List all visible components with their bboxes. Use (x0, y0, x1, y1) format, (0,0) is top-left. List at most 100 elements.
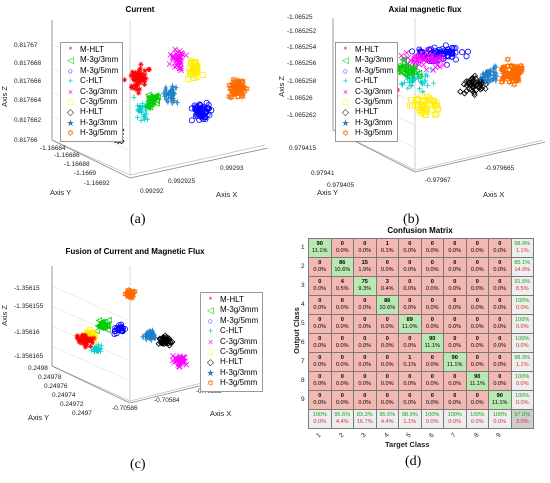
cm-cell: 0 0.0% (465, 257, 489, 277)
y-tick-label: 0.979415 (289, 145, 317, 152)
z-tick-label: -1.356155 (14, 303, 44, 310)
col-class-label: 6 (427, 431, 436, 440)
cm-cell-percent: 0.0% (448, 400, 462, 406)
legend-marker-icon: ◁ (207, 305, 214, 316)
cm-cell: 90 11.1% (488, 390, 512, 410)
y-tick-label: -1.16692 (84, 180, 110, 187)
cm-cell: 0 0.0% (375, 390, 399, 410)
y-tick-label: 0.24972 (60, 401, 84, 408)
cm-cell-value: 83.3% (356, 412, 373, 418)
legend-entry: ✡ H-3g/5mm (339, 128, 393, 138)
cm-cell-value: 0 (453, 298, 457, 304)
cm-cell: 0 0.0% (465, 314, 489, 334)
cm-cell-percent: 0.0% (358, 362, 372, 368)
legend-entry: × C-3g/3mm (204, 337, 258, 347)
caption-b: (b) (403, 212, 420, 227)
legend-marker-icon: + (67, 76, 74, 87)
cm-cell-value: 0 (498, 374, 502, 380)
legend-entry: ○ M-3g/5mm (204, 316, 258, 326)
cm-cell-value: 100% (515, 336, 530, 342)
legend-label: H-3g/3mm (80, 117, 118, 127)
cm-cell-percent: 0.0% (313, 362, 327, 368)
cm-cell-value: 100% (515, 317, 530, 323)
cm-cell-percent: 0.0% (448, 419, 462, 425)
panel-c-title: Fusion of Current and Magnetic Flux (65, 247, 205, 256)
cm-cell-percent: 11.1% (492, 400, 508, 406)
cm-cell-percent: 0.0% (470, 267, 484, 273)
cm-cell-percent: 0.0% (380, 343, 394, 349)
cm-cell-percent: 11.1% (312, 248, 328, 254)
cm-cell-percent: 0.0% (448, 305, 462, 311)
cm-cell: 0 0.0% (420, 390, 444, 410)
cm-cell-percent: 1.9% (358, 267, 372, 273)
series-h-3g-5mm (498, 56, 525, 88)
cm-cell-value: 0 (498, 279, 502, 285)
legend-marker-icon: ○ (342, 65, 349, 76)
cm-cell-value: 75 (361, 279, 368, 285)
cm-cell-percent: 0.0% (358, 248, 372, 254)
cm-cell-value: 0 (340, 241, 344, 247)
cm-cell-value: 89 (406, 317, 413, 323)
cm-cell: 0 0.0% (353, 238, 377, 258)
legend-label: M-3g/3mm (80, 55, 119, 65)
legend-label: H-HLT (80, 107, 103, 117)
series-m-hlt (121, 61, 152, 96)
cm-cell: 0 0.0% (443, 333, 467, 353)
cm-cell-value: 0 (430, 355, 434, 361)
cm-cell-percent: 0.0% (313, 305, 327, 311)
cm-cell-percent: 0.0% (313, 381, 327, 387)
cm-cell-percent: 0.0% (493, 324, 507, 330)
z-tick-label: 0.817664 (14, 97, 42, 104)
legend-marker-icon: □ (342, 97, 349, 108)
y-tick-label: -1.16684 (40, 145, 66, 152)
series-c-3g-3mm (398, 47, 447, 73)
cm-cell-value: 1 (385, 241, 389, 247)
cm-cell-value: 0 (340, 374, 344, 380)
cm-cell-value: 0 (430, 317, 434, 323)
cm-cell-value: 0 (318, 393, 322, 399)
cm-cell: 0 0.0% (398, 295, 422, 315)
cm-cell: 0 0.0% (420, 295, 444, 315)
panel-c-legend: * M-HLT ◁ M-3g/3mm ○ M-3g/5mm + C-HLT × C-3g/3mm □… (200, 292, 264, 392)
panel-a-zlabel: Axis Z (0, 86, 9, 107)
legend-label: H-3g/5mm (80, 128, 118, 138)
cm-cell-value: 0 (318, 355, 322, 361)
z-tick-label: 0.817668 (14, 60, 42, 67)
cm-cell: 0 0.0% (488, 257, 512, 277)
cm-cell-value: 0 (340, 317, 344, 323)
legend-entry: □ C-3g/5mm (204, 347, 258, 357)
y-tick-label: 0.979405 (327, 182, 355, 189)
cm-cell-percent: 1.1% (515, 362, 529, 368)
cm-cell-percent: 0.0% (515, 400, 529, 406)
cm-cell-value: 0 (363, 393, 367, 399)
legend-marker-icon: □ (67, 97, 74, 108)
cm-cell-percent: 0.0% (448, 343, 462, 349)
cm-cell: 4 0.5% (330, 276, 354, 296)
legend-entry: ✡ H-3g/5mm (64, 128, 118, 138)
cm-cell: 0 0.0% (375, 371, 399, 391)
legend-entry: * M-HLT (204, 295, 258, 305)
legend-entry: * M-HLT (64, 45, 118, 55)
legend-label: C-HLT (220, 326, 243, 336)
legend-label: H-HLT (355, 107, 378, 117)
cm-cell-percent: 0.0% (425, 419, 439, 425)
row-class-label: 4 (301, 301, 305, 308)
cm-cell: 0 0.0% (308, 371, 332, 391)
cm-cell-value: 0 (498, 355, 502, 361)
cm-cell: 0 0.0% (353, 314, 377, 334)
legend-marker-icon: ✡ (206, 378, 215, 389)
cm-cell-value: 91.5% (514, 279, 531, 285)
cm-cell-value: 100% (312, 412, 327, 418)
cm-cell-value: 0 (498, 241, 502, 247)
panel-b-xlabel: Axis X (483, 190, 505, 199)
cm-cell-percent: 0.0% (313, 286, 327, 292)
cm-cell: 0 0.0% (308, 314, 332, 334)
cm-cell: 0 0.0% (465, 238, 489, 258)
cm-cell-value: 0 (385, 317, 389, 323)
cm-cell-value: 0 (318, 279, 322, 285)
z-tick-label: -1.35616 (14, 329, 40, 336)
cm-cell: 100% 0.0% (510, 295, 534, 315)
cm-cell-value: 90 (496, 393, 503, 399)
cm-cell-percent: 11.1% (469, 381, 485, 387)
cm-cell-value: 0 (453, 260, 457, 266)
